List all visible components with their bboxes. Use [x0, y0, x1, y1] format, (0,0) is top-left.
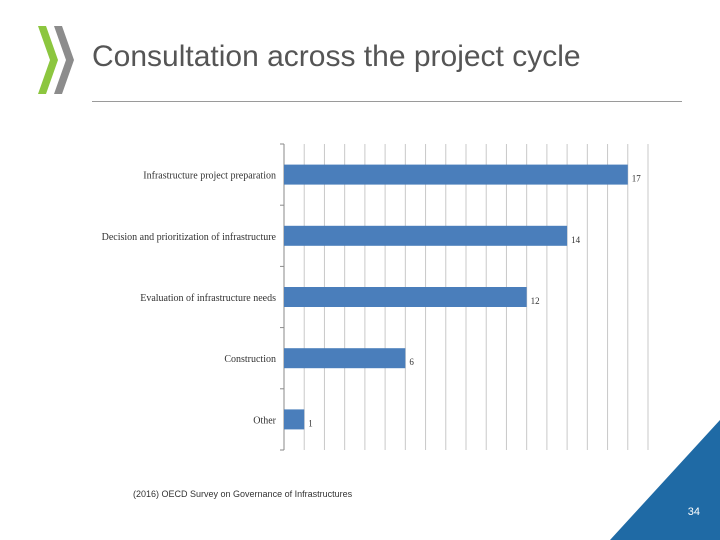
category-label: Construction — [224, 354, 276, 365]
page-number: 34 — [687, 506, 700, 518]
category-label: Other — [253, 415, 276, 426]
bar — [284, 225, 568, 246]
data-label: 17 — [632, 174, 642, 184]
data-label: 6 — [409, 357, 414, 367]
bar — [284, 409, 305, 430]
data-label: 12 — [531, 296, 540, 306]
corner-accent — [610, 420, 720, 540]
bar — [284, 164, 628, 185]
bar — [284, 348, 406, 369]
bar — [284, 287, 527, 307]
source-note: (2016) OECD Survey on Governance of Infr… — [133, 489, 353, 499]
logo-chevron-green-left — [38, 26, 58, 94]
category-label: Evaluation of infrastructure needs — [140, 293, 276, 304]
oecd-logo — [38, 26, 74, 94]
data-label: 1 — [308, 418, 313, 428]
data-label: 14 — [571, 235, 581, 245]
category-label: Infrastructure project preparation — [143, 171, 276, 182]
category-label: Decision and prioritization of infrastru… — [102, 232, 277, 243]
page-title: Consultation across the project cycle — [92, 40, 581, 73]
logo-chevron-gray-right — [54, 26, 74, 94]
title-divider — [92, 101, 682, 102]
